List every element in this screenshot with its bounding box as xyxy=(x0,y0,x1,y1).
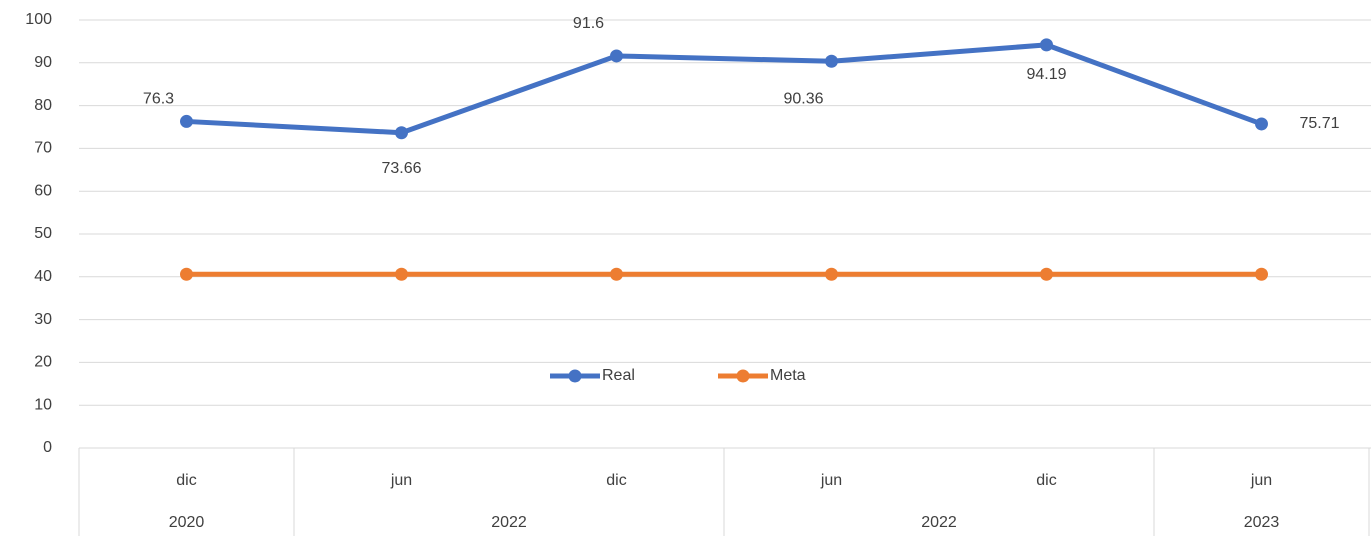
x-tick-label: dic xyxy=(1036,472,1056,489)
data-point xyxy=(1040,267,1053,281)
x-tick-label: dic xyxy=(606,472,626,489)
data-label: 94.19 xyxy=(1026,66,1066,83)
data-point xyxy=(610,267,623,281)
data-point xyxy=(180,114,193,128)
data-label: 91.6 xyxy=(573,15,604,32)
data-point xyxy=(1255,117,1268,131)
y-tick-label: 80 xyxy=(34,97,52,114)
legend-marker xyxy=(736,369,750,383)
x-group-label: 2020 xyxy=(169,514,205,531)
data-label: 73.66 xyxy=(381,160,421,177)
data-point xyxy=(610,49,623,63)
data-label: 90.36 xyxy=(783,90,823,107)
data-point xyxy=(1040,38,1053,52)
y-tick-label: 60 xyxy=(34,182,52,199)
x-group-label: 2023 xyxy=(1244,514,1280,531)
data-point xyxy=(825,267,838,281)
y-tick-label: 70 xyxy=(34,140,52,157)
y-tick-label: 100 xyxy=(25,11,52,28)
y-tick-label: 90 xyxy=(34,54,52,71)
x-tick-label: jun xyxy=(820,472,842,489)
y-tick-label: 0 xyxy=(43,439,52,456)
y-tick-label: 30 xyxy=(34,311,52,328)
legend-marker xyxy=(568,369,582,383)
data-point xyxy=(395,267,408,281)
y-tick-label: 40 xyxy=(34,268,52,285)
data-point xyxy=(395,126,408,140)
y-tick-label: 10 xyxy=(34,396,52,413)
data-point xyxy=(825,54,838,68)
y-tick-label: 50 xyxy=(34,225,52,242)
x-tick-label: jun xyxy=(1250,472,1272,489)
data-point xyxy=(180,267,193,281)
data-label: 75.71 xyxy=(1300,115,1340,132)
data-point xyxy=(1255,267,1268,281)
y-tick-label: 20 xyxy=(34,354,52,371)
legend-label: Meta xyxy=(770,367,806,384)
data-label: 76.3 xyxy=(143,91,174,108)
x-tick-label: dic xyxy=(176,472,196,489)
legend-label: Real xyxy=(602,367,635,384)
x-group-label: 2022 xyxy=(921,514,957,531)
series-line xyxy=(186,42,1263,136)
x-group-label: 2022 xyxy=(491,514,527,531)
x-tick-label: jun xyxy=(390,472,412,489)
